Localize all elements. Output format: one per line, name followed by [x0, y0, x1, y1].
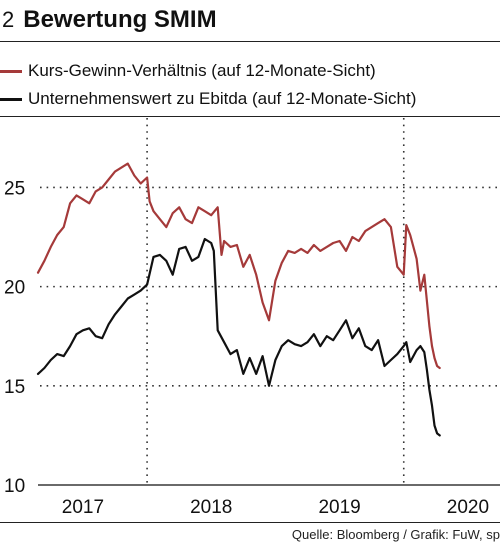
legend: Kurs-Gewinn-Verhältnis (auf 12-Monate-Si…	[0, 57, 416, 113]
legend-swatch-ev-ebitda	[0, 97, 22, 101]
x-tick-label-2019: 2019	[318, 497, 360, 518]
figure-header: 2 Bewertung SMIM	[0, 6, 217, 38]
legend-item-kgv: Kurs-Gewinn-Verhältnis (auf 12-Monate-Si…	[0, 57, 416, 85]
x-tick-label-2017: 2017	[62, 497, 104, 518]
y-tick-label-25: 25	[4, 178, 25, 199]
footer-rule	[0, 522, 500, 523]
legend-item-ev-ebitda: Unternehmenswert zu Ebitda (auf 12-Monat…	[0, 85, 416, 113]
legend-label-kgv: Kurs-Gewinn-Verhältnis (auf 12-Monate-Si…	[28, 61, 376, 80]
axis-layer: 10 15 20 25 2017 2018 2019 2020	[4, 178, 500, 518]
figure-number: 2	[2, 7, 15, 32]
series-line-ev-ebitda	[36, 237, 441, 437]
title-rule	[0, 41, 500, 42]
series-layer	[36, 162, 441, 437]
series-line-kgv	[36, 162, 441, 370]
grid-layer	[40, 118, 500, 485]
y-tick-label-20: 20	[4, 278, 25, 299]
legend-label-ev-ebitda: Unternehmenswert zu Ebitda (auf 12-Monat…	[28, 89, 417, 108]
x-tick-label-2020: 2020	[447, 497, 489, 518]
y-tick-label-10: 10	[4, 476, 25, 497]
legend-rule	[0, 116, 500, 117]
chart-title: Bewertung SMIM	[23, 6, 217, 33]
source-note: Quelle: Bloomberg / Grafik: FuW, sp	[291, 527, 500, 542]
legend-swatch-kgv	[0, 69, 22, 73]
y-tick-label-15: 15	[4, 377, 25, 398]
x-tick-label-2018: 2018	[190, 497, 232, 518]
